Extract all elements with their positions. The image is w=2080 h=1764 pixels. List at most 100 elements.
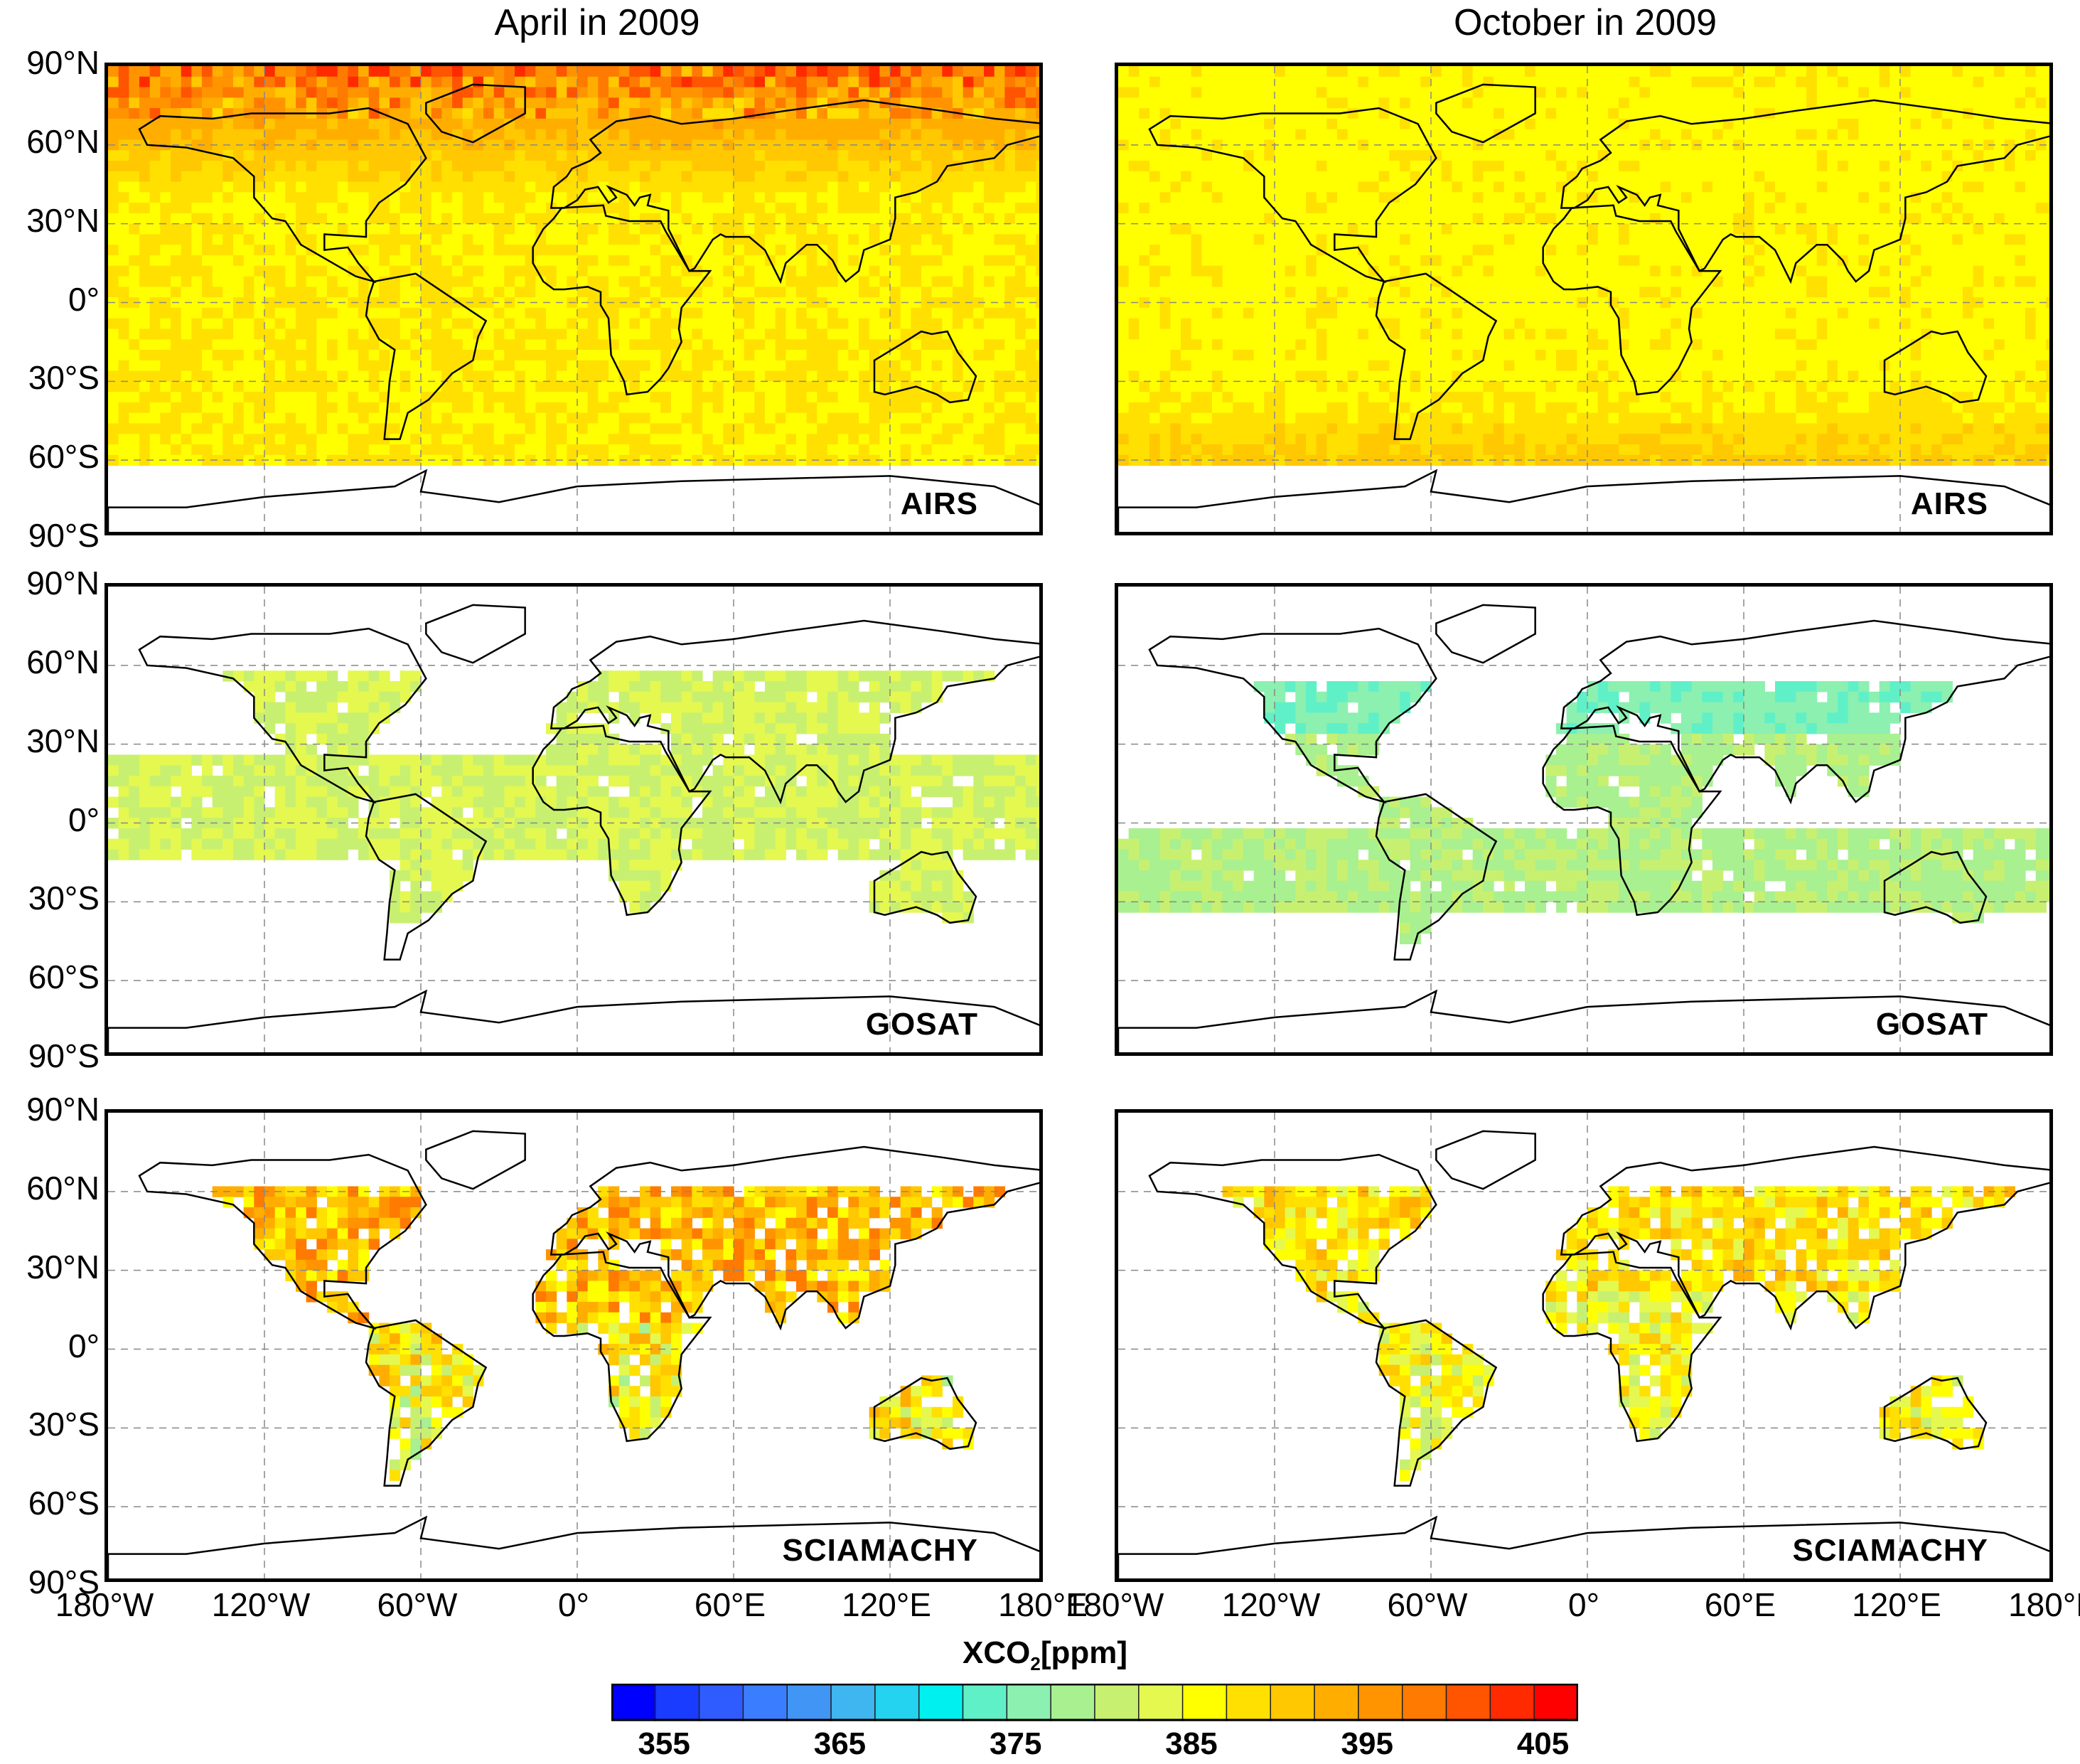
xco2-cell bbox=[171, 360, 182, 372]
xco2-cell bbox=[869, 265, 880, 277]
xco2-cell bbox=[493, 350, 505, 361]
xco2-cell bbox=[473, 454, 484, 466]
xco2-cell bbox=[702, 223, 714, 235]
xco2-cell bbox=[452, 234, 463, 245]
xco2-cell bbox=[1400, 97, 1411, 109]
xco2-cell bbox=[1681, 192, 1693, 203]
xco2-cell bbox=[462, 360, 473, 372]
xco2-cell bbox=[879, 287, 891, 298]
xco2-cell bbox=[723, 161, 734, 172]
xco2-cell bbox=[1358, 171, 1369, 183]
xco2-cell bbox=[1472, 87, 1484, 98]
xco2-cell bbox=[629, 328, 640, 340]
xco2-cell bbox=[1973, 150, 1984, 161]
xco2-cell bbox=[1358, 66, 1369, 77]
xco2-cell bbox=[1201, 234, 1213, 245]
xco2-cell bbox=[1025, 307, 1036, 319]
xco2-cell bbox=[921, 213, 933, 225]
xco2-cell bbox=[963, 350, 974, 361]
xco2-cell bbox=[306, 297, 317, 309]
xco2-cell bbox=[2015, 171, 2026, 183]
xco2-cell bbox=[1514, 129, 1526, 141]
xco2-cell bbox=[1587, 223, 1599, 235]
xco2-cell bbox=[1806, 223, 1818, 235]
xco2-cell bbox=[1879, 181, 1890, 193]
xco2-cell bbox=[316, 139, 328, 151]
xco2-cell bbox=[618, 370, 630, 382]
xco2-cell bbox=[1128, 234, 1140, 245]
xco2-cell bbox=[233, 402, 245, 414]
xco2-cell bbox=[149, 213, 161, 225]
xco2-cell bbox=[1264, 150, 1275, 161]
xco2-cell bbox=[452, 150, 463, 161]
xco2-cell bbox=[1295, 66, 1307, 77]
xco2-cell bbox=[1306, 181, 1317, 193]
xco2-cell bbox=[609, 412, 620, 424]
xco2-cell bbox=[911, 444, 922, 456]
xco2-cell bbox=[963, 245, 974, 256]
xco2-cell bbox=[2046, 150, 2049, 161]
xco2-cell bbox=[1816, 161, 1828, 172]
xco2-cell bbox=[963, 234, 974, 245]
xco2-cell bbox=[171, 150, 182, 161]
xco2-cell bbox=[2004, 118, 2015, 130]
xco2-cell bbox=[1170, 171, 1181, 183]
xco2-cell bbox=[869, 402, 880, 414]
xco2-cell bbox=[1838, 129, 1849, 141]
xco2-cell bbox=[1639, 66, 1651, 77]
xco2-cell bbox=[1535, 181, 1546, 193]
xco2-cell bbox=[1910, 76, 1921, 88]
xco2-cell bbox=[1004, 87, 1016, 98]
xco2-cell bbox=[1036, 108, 1039, 119]
xco2-cell bbox=[618, 223, 630, 235]
xco2-cell bbox=[1337, 150, 1349, 161]
xco2-cell bbox=[1159, 245, 1171, 256]
xco2-cell bbox=[181, 234, 192, 245]
xco2-cell bbox=[1775, 213, 1786, 225]
xco2-cell bbox=[879, 87, 891, 98]
xco2-cell bbox=[994, 76, 1005, 88]
xco2-cell bbox=[1994, 139, 2005, 151]
xco2-cell bbox=[827, 360, 839, 372]
xco2-cell bbox=[181, 66, 192, 77]
xco2-cell bbox=[1306, 66, 1317, 77]
xco2-cell bbox=[1754, 171, 1765, 183]
xco2-cell bbox=[1910, 66, 1921, 77]
xco2-cell bbox=[1347, 97, 1358, 109]
xco2-cell bbox=[1253, 223, 1265, 235]
xco2-cell bbox=[212, 287, 223, 298]
xco2-cell bbox=[515, 171, 526, 183]
xco2-cell bbox=[504, 423, 515, 434]
xco2-cell bbox=[400, 276, 411, 287]
xco2-cell bbox=[452, 66, 463, 77]
xco2-cell bbox=[994, 129, 1005, 141]
xco2-cell bbox=[1191, 76, 1202, 88]
xco2-cell bbox=[191, 150, 203, 161]
xco2-cell bbox=[515, 444, 526, 456]
xco2-cell bbox=[337, 434, 348, 445]
xco2-cell bbox=[264, 434, 276, 445]
xco2-cell bbox=[577, 203, 589, 214]
xco2-cell bbox=[890, 318, 901, 330]
xco2-cell bbox=[660, 328, 672, 340]
xco2-cell bbox=[1671, 108, 1682, 119]
xco2-cell bbox=[1503, 213, 1515, 225]
xco2-cell bbox=[379, 245, 390, 256]
xco2-cell bbox=[2025, 192, 2037, 203]
xco2-cell bbox=[796, 181, 808, 193]
xco2-cell bbox=[2046, 192, 2049, 203]
xco2-cell bbox=[1806, 181, 1818, 193]
xco2-cell bbox=[296, 129, 307, 141]
xco2-cell bbox=[640, 402, 651, 414]
xco2-cell bbox=[1535, 234, 1546, 245]
xco2-cell bbox=[233, 118, 245, 130]
xco2-cell bbox=[546, 255, 557, 267]
xco2-cell bbox=[139, 129, 151, 141]
xco2-cell bbox=[1128, 181, 1140, 193]
xco2-cell bbox=[786, 328, 797, 340]
xco2-cell bbox=[1514, 66, 1526, 77]
xco2-cell bbox=[796, 203, 808, 214]
xco2-cell bbox=[879, 402, 891, 414]
xco2-cell bbox=[796, 402, 808, 414]
xco2-cell bbox=[400, 434, 411, 445]
